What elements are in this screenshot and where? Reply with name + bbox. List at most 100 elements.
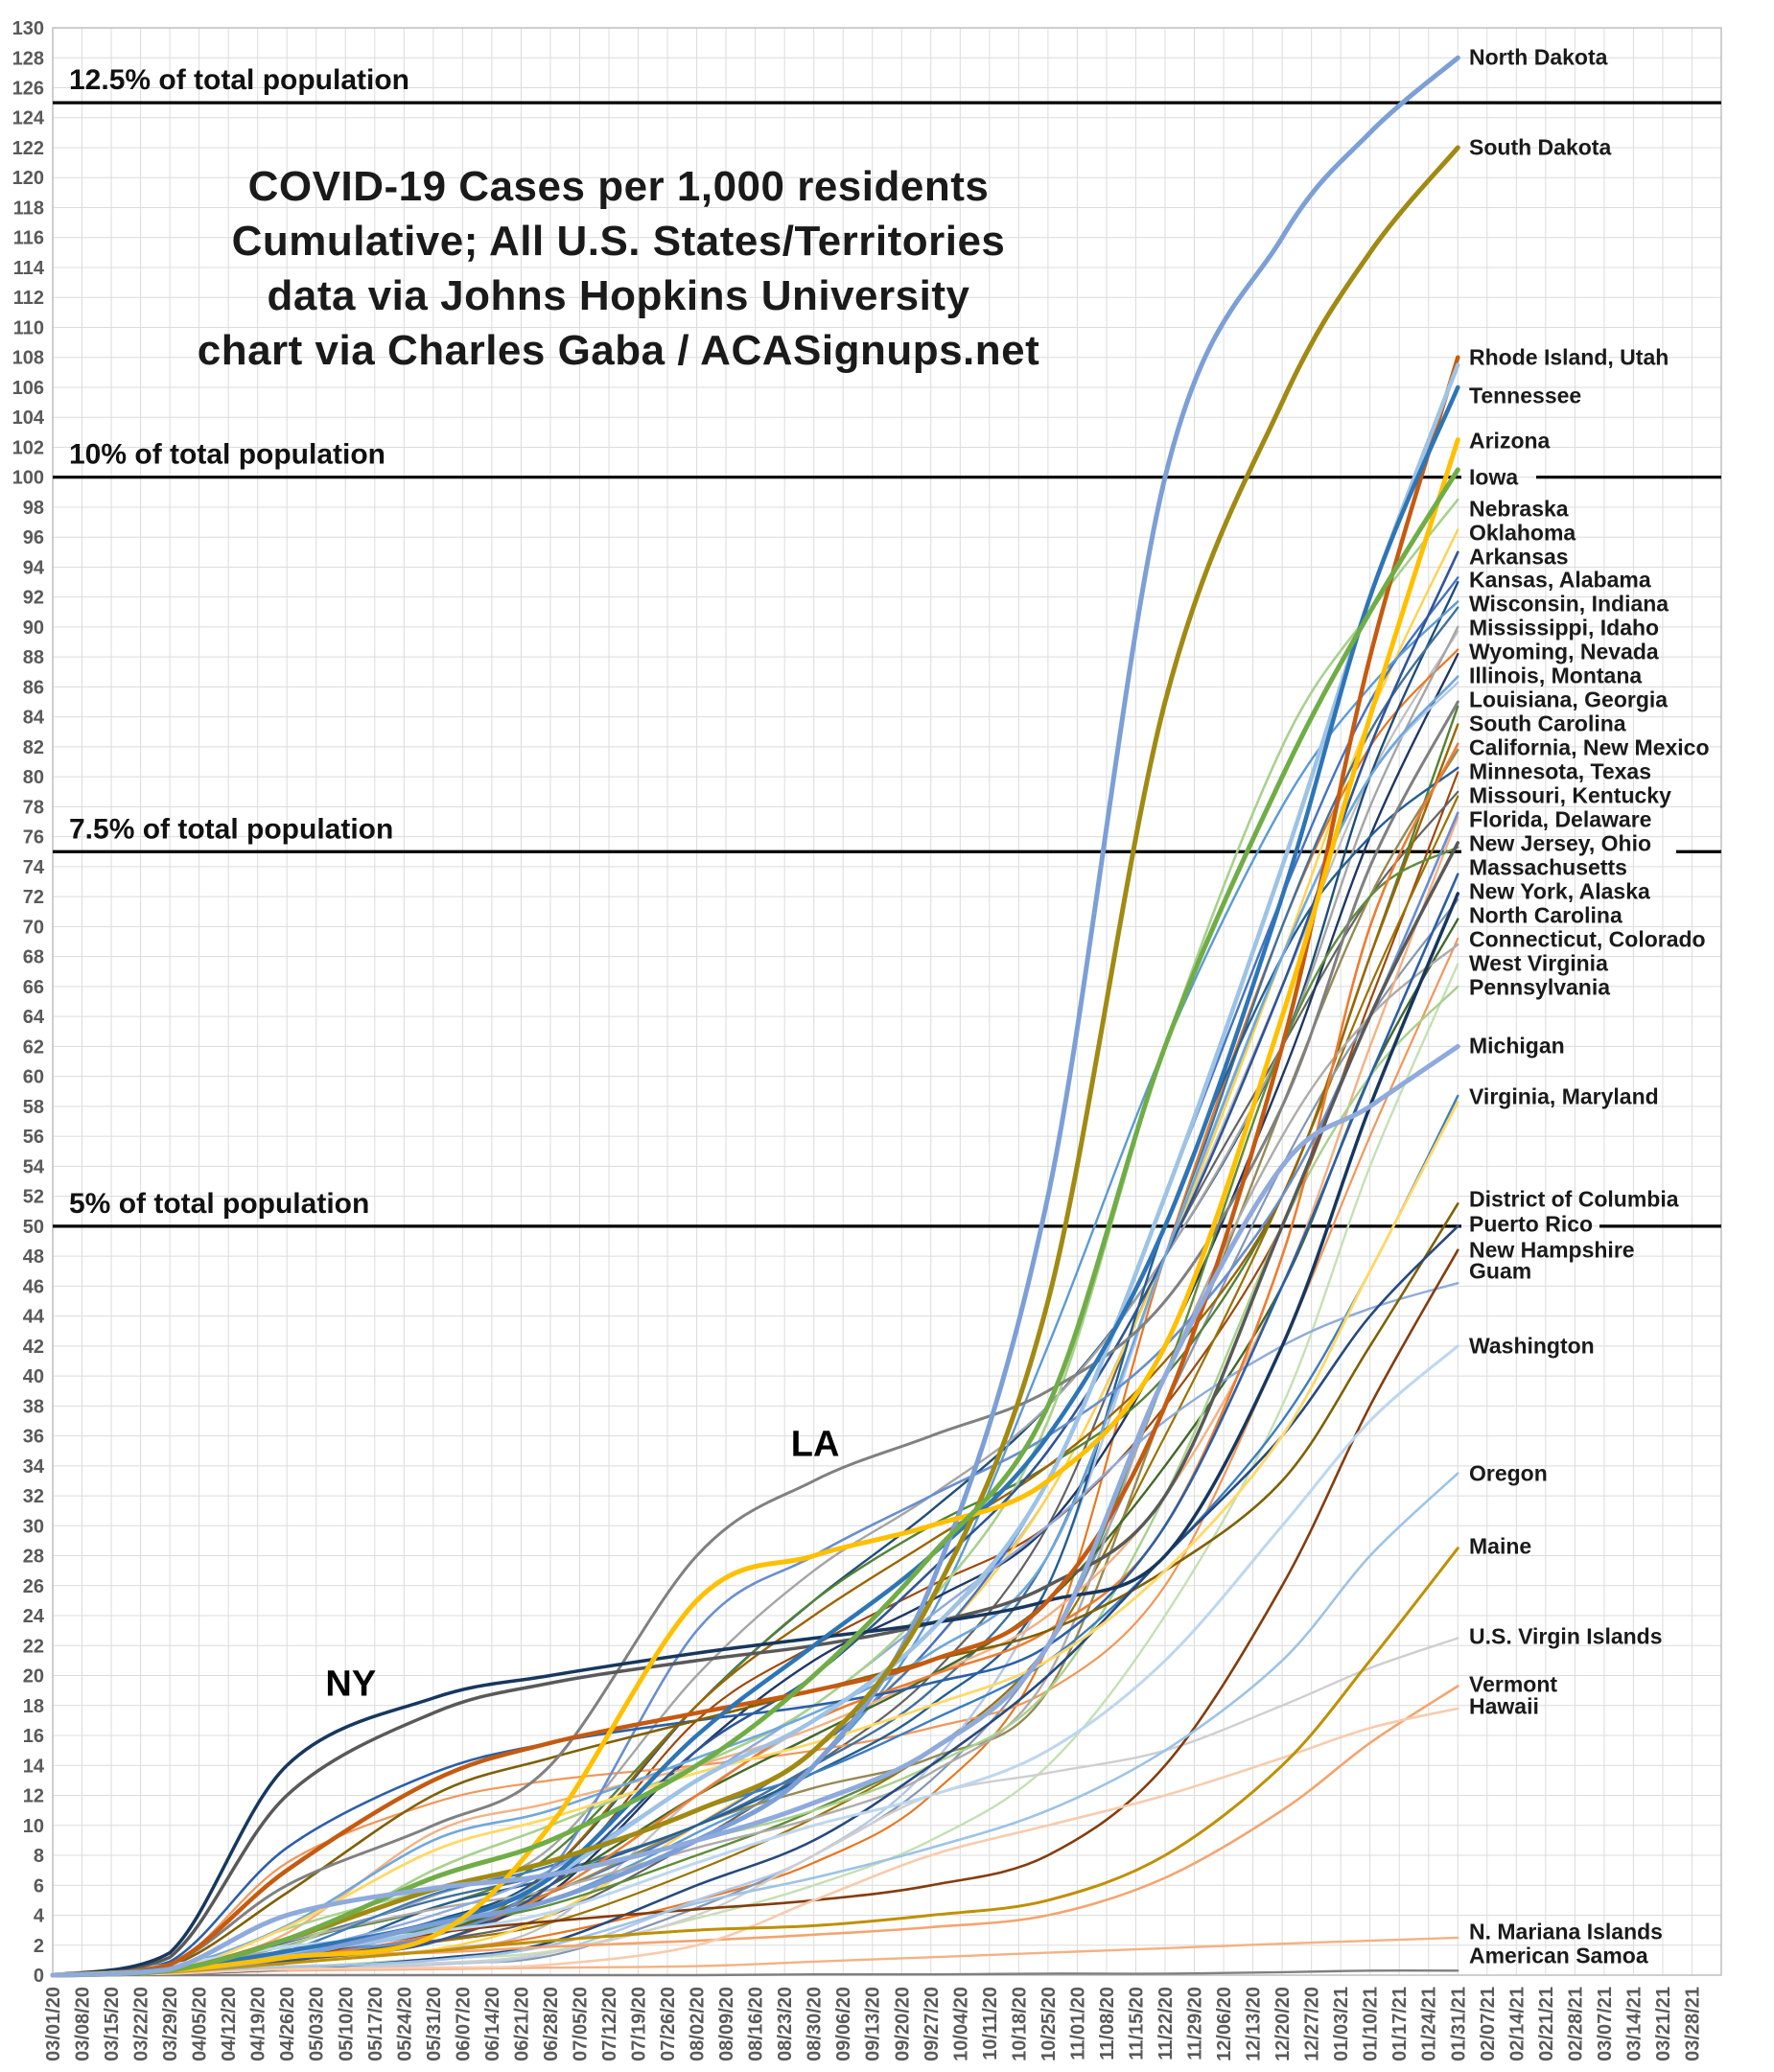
series-line-n-mariana-islands — [51, 1936, 1459, 1977]
y-tick-label: 54 — [23, 1156, 45, 1177]
x-tick-label: 03/01/20 — [43, 1987, 64, 2061]
series-end-label: Illinois, Montana — [1469, 663, 1643, 688]
x-tick-label: 06/21/20 — [511, 1987, 532, 2061]
series-line-new-york — [51, 892, 1460, 1977]
y-tick-label: 62 — [23, 1036, 44, 1058]
x-tick-label: 12/13/20 — [1244, 1987, 1265, 2061]
series-end-label: Louisiana, Georgia — [1469, 687, 1669, 712]
series-end-label: Michigan — [1469, 1033, 1565, 1059]
y-tick-label: 66 — [23, 977, 44, 998]
series-end-label: Vermont — [1469, 1671, 1558, 1697]
series-lines — [50, 55, 1460, 1978]
series-line-washington — [51, 1344, 1459, 1977]
y-tick-label: 114 — [13, 258, 45, 279]
series-end-label: Wisconsin, Indiana — [1469, 591, 1669, 617]
y-tick-label: 30 — [23, 1516, 44, 1537]
y-tick-label: 6 — [34, 1875, 44, 1897]
series-line-rhode-island — [50, 355, 1460, 1978]
x-tick-label: 10/25/20 — [1039, 1987, 1060, 2061]
series-end-label: Missouri, Kentucky — [1469, 782, 1671, 808]
x-tick-label: 10/04/20 — [950, 1987, 971, 2061]
x-tick-label: 10/11/20 — [980, 1987, 1001, 2060]
y-tick-label: 36 — [23, 1427, 44, 1448]
x-tick-label: 03/22/20 — [131, 1987, 152, 2061]
y-tick-label: 78 — [23, 797, 44, 818]
series-end-label: Oregon — [1469, 1460, 1548, 1486]
x-tick-label: 03/29/20 — [160, 1987, 181, 2061]
y-tick-label: 28 — [23, 1547, 44, 1568]
y-tick-label: 92 — [23, 588, 44, 609]
series-end-label: Guam — [1469, 1258, 1532, 1284]
x-tick-label: 11/08/20 — [1097, 1987, 1118, 2060]
series-end-label: American Samoa — [1469, 1943, 1648, 1968]
x-tick-label: 11/22/20 — [1155, 1987, 1177, 2060]
x-tick-label: 03/08/20 — [73, 1987, 94, 2061]
x-tick-label: 03/15/20 — [102, 1987, 123, 2061]
x-tick-label: 07/19/20 — [629, 1987, 650, 2061]
x-tick-label: 05/24/20 — [394, 1987, 415, 2061]
series-end-label: Florida, Delaware — [1469, 806, 1652, 832]
series-line-american-samoa — [51, 1969, 1459, 1977]
x-tick-label: 09/27/20 — [922, 1987, 943, 2061]
x-tick-label: 11/15/20 — [1126, 1987, 1147, 2060]
series-line-north-dakota — [50, 55, 1460, 1978]
y-tick-label: 0 — [34, 1966, 44, 1987]
series-end-label: Arizona — [1469, 428, 1551, 454]
x-tick-label: 02/14/21 — [1506, 1987, 1528, 2061]
y-tick-label: 8 — [34, 1846, 44, 1867]
y-tick-label: 34 — [23, 1456, 45, 1478]
series-line-south-dakota — [50, 145, 1460, 1978]
series-line-iowa — [50, 467, 1460, 1978]
x-tick-label: 09/20/20 — [892, 1987, 913, 2061]
y-tick-label: 88 — [23, 647, 44, 668]
y-tick-label: 16 — [23, 1726, 44, 1747]
series-end-label: West Virginia — [1469, 950, 1608, 976]
x-tick-label: 07/05/20 — [570, 1987, 591, 2061]
series-end-label: Mississippi, Idaho — [1469, 615, 1660, 640]
series-end-label: Virginia, Maryland — [1469, 1083, 1659, 1109]
x-tick-label: 01/31/21 — [1448, 1987, 1469, 2061]
y-tick-label: 52 — [23, 1187, 44, 1208]
y-tick-label: 48 — [23, 1246, 44, 1268]
series-end-label: North Carolina — [1469, 902, 1622, 928]
x-tick-label: 04/05/20 — [190, 1987, 211, 2061]
series-end-label: Tennessee — [1469, 383, 1582, 408]
reference-line-label: 5% of total population — [69, 1188, 369, 1220]
x-tick-label: 08/23/20 — [775, 1987, 796, 2061]
series-end-label: Rhode Island, Utah — [1469, 344, 1669, 370]
series-end-label: Oklahoma — [1469, 520, 1576, 545]
y-tick-label: 2 — [34, 1936, 44, 1957]
series-end-label: New York, Alaska — [1469, 878, 1650, 904]
series-line-new-jersey — [51, 841, 1460, 1977]
reference-line-label: 12.5% of total population — [69, 64, 409, 96]
y-tick-label: 26 — [23, 1576, 44, 1597]
y-tick-label: 90 — [23, 617, 44, 639]
x-tick-label: 07/12/20 — [599, 1987, 620, 2061]
y-tick-label: 104 — [12, 407, 45, 429]
series-line-massachusetts — [51, 873, 1459, 1977]
series-end-label: Kansas, Alabama — [1469, 567, 1651, 593]
x-tick-label: 11/01/20 — [1067, 1987, 1088, 2060]
series-line-nebraska — [51, 498, 1459, 1977]
x-tick-label: 06/07/20 — [453, 1987, 474, 2061]
series-end-label: South Dakota — [1469, 134, 1612, 160]
y-tick-label: 100 — [12, 468, 44, 489]
y-tick-label: 20 — [23, 1666, 44, 1688]
series-end-label: New Jersey, Ohio — [1469, 830, 1652, 856]
reference-line-label: 10% of total population — [69, 439, 385, 471]
x-tick-label: 05/17/20 — [365, 1987, 386, 2061]
x-tick-label: 01/03/21 — [1331, 1987, 1352, 2061]
x-tick-label: 06/28/20 — [541, 1987, 562, 2061]
y-tick-label: 58 — [23, 1097, 44, 1118]
series-end-label: Arkansas — [1469, 544, 1569, 569]
series-line-arizona — [50, 437, 1460, 1978]
x-tick-label: 08/30/20 — [805, 1987, 826, 2061]
y-tick-label: 118 — [13, 198, 44, 219]
y-tick-label: 56 — [23, 1127, 44, 1148]
y-tick-label: 72 — [23, 887, 44, 908]
title-line-3: data via Johns Hopkins University — [267, 272, 970, 319]
y-tick-label: 4 — [34, 1906, 45, 1927]
x-tick-label: 02/28/21 — [1565, 1987, 1586, 2061]
